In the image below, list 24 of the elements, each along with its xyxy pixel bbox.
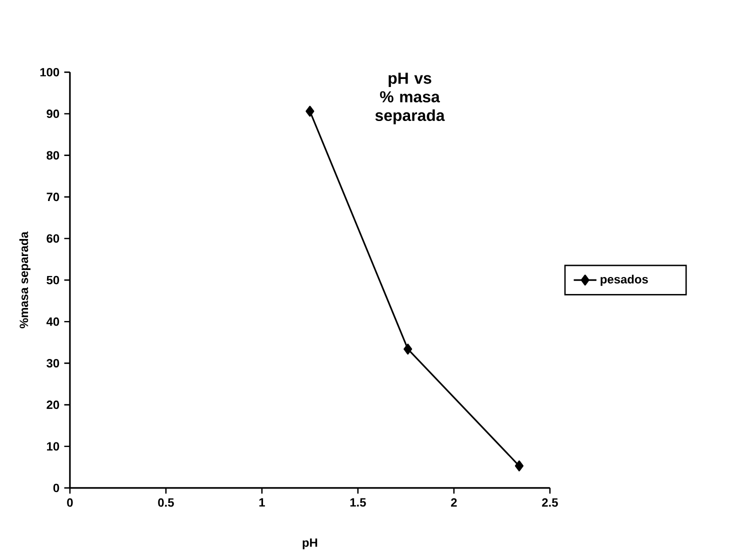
point (306, 106, 314, 117)
x-tick-label: 0.5 (158, 498, 174, 507)
y-tick-label: 60 (46, 234, 60, 243)
y-tick-label: 90 (46, 109, 60, 118)
y-tick-label: 50 (46, 276, 60, 284)
x-tick-label: 0 (67, 498, 73, 507)
text: pH vs % masa separada (375, 72, 445, 124)
point (404, 344, 412, 354)
x-tick-label: 1 (259, 498, 265, 506)
x-tick-label: 2.5 (542, 498, 558, 507)
legend-label: pesados (600, 274, 648, 286)
y-tick-label: 20 (46, 400, 60, 409)
y-tick-label: 80 (46, 151, 60, 160)
y-tick-label: 70 (46, 192, 60, 202)
point (514, 460, 524, 472)
x-tick-label: 2 (451, 498, 457, 507)
y-tick-label: 40 (46, 317, 60, 326)
y-tick-label: 10 (47, 442, 60, 451)
y-axis-title: %masa separada (19, 231, 30, 328)
x-axis-title: pH (302, 538, 318, 550)
y-tick-label: 100 (40, 68, 60, 76)
x-tick-label: 1.5 (350, 498, 366, 507)
y-tick-label: 30 (46, 358, 60, 368)
y-tick-label: 0 (53, 484, 60, 492)
